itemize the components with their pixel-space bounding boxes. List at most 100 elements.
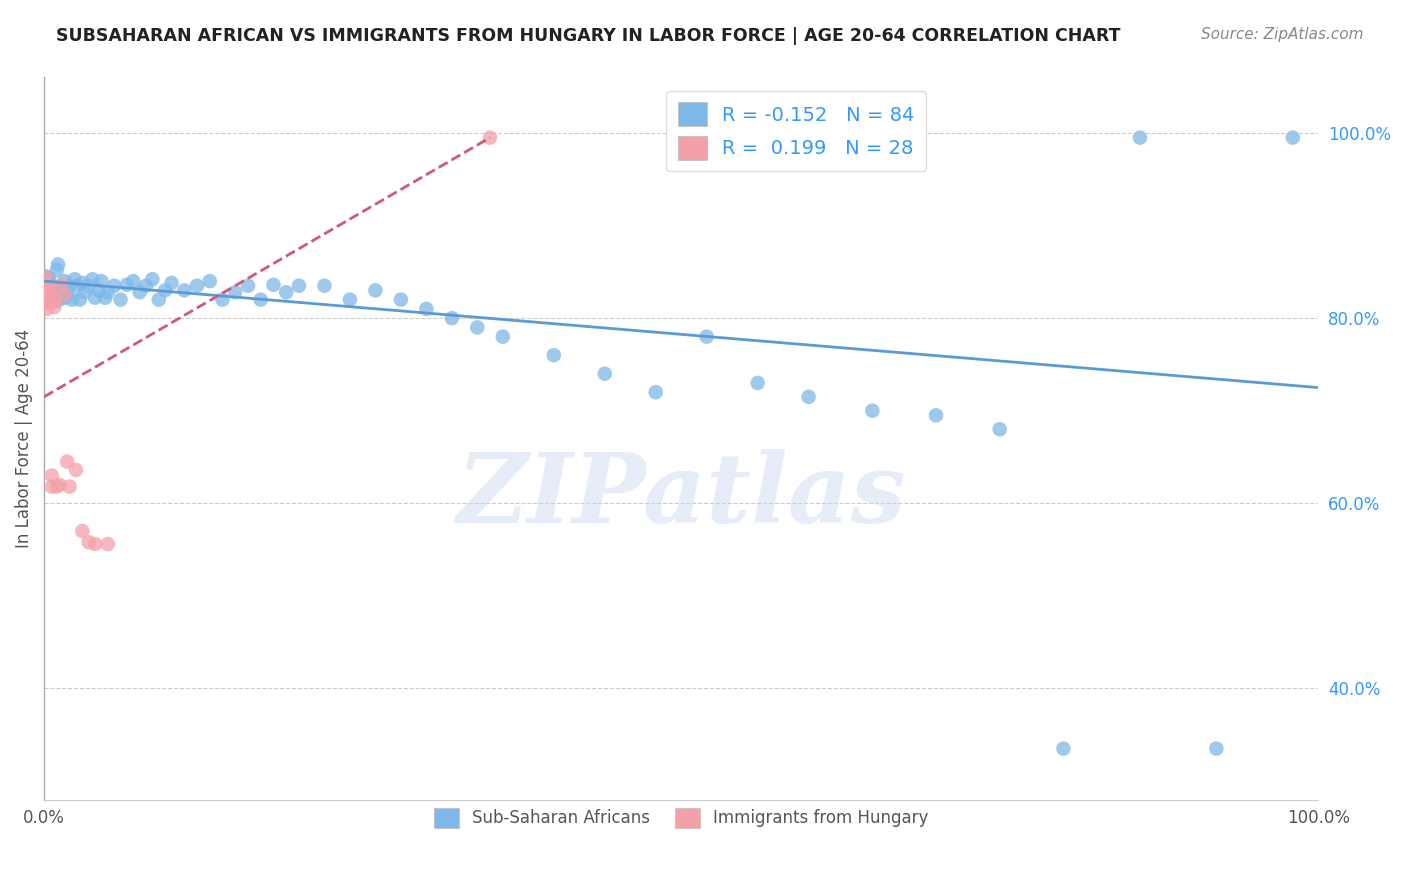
Point (63, 272, 86, 286)
Point (696, 329, 718, 343)
Point (45, 293, 67, 307)
Point (543, 348, 565, 362)
Point (747, 376, 769, 390)
Point (128, 285, 150, 300)
Point (41, 480, 63, 494)
Point (58, 278, 80, 293)
Point (644, 385, 666, 400)
Point (45, 294, 67, 309)
Point (122, 274, 145, 288)
Point (42, 285, 65, 299)
Text: Source: ZipAtlas.com: Source: ZipAtlas.com (1201, 27, 1364, 42)
Point (49, 278, 72, 293)
Point (39, 285, 62, 300)
Point (37, 278, 59, 293)
Point (110, 293, 132, 307)
Point (72, 276, 94, 290)
Point (925, 409, 948, 423)
Point (465, 320, 488, 334)
Point (415, 301, 437, 316)
Point (339, 293, 361, 307)
Point (35, 281, 58, 295)
Point (34, 276, 56, 290)
Point (211, 293, 233, 307)
Point (148, 293, 170, 307)
Point (44, 300, 66, 314)
Point (38, 277, 60, 291)
Point (82, 272, 104, 286)
Point (440, 311, 463, 326)
Point (262, 277, 284, 292)
Point (53, 288, 76, 302)
Point (45, 263, 67, 277)
Point (224, 285, 246, 300)
Point (34, 269, 56, 284)
Point (41, 468, 63, 483)
Point (37, 285, 59, 300)
Point (72, 524, 94, 538)
Point (173, 284, 195, 298)
Point (1052, 741, 1074, 756)
Point (45, 288, 67, 302)
Point (1205, 741, 1227, 756)
Point (41, 282, 63, 296)
Point (37, 288, 59, 302)
Point (77, 535, 100, 549)
Point (90, 274, 112, 288)
Point (276, 285, 298, 300)
Point (38, 284, 60, 298)
Point (38, 291, 60, 305)
Point (160, 276, 183, 290)
Point (60, 293, 83, 307)
Point (56, 285, 79, 300)
Point (492, 329, 515, 343)
Point (236, 278, 259, 293)
Point (66, 278, 89, 293)
Point (860, 403, 883, 417)
Point (46, 257, 69, 271)
Point (48, 477, 70, 491)
Point (55, 291, 77, 305)
Point (1129, 130, 1152, 145)
Point (479, 130, 502, 145)
Y-axis label: In Labor Force | Age 20-64: In Labor Force | Age 20-64 (15, 329, 32, 548)
Point (48, 293, 70, 307)
Text: SUBSAHARAN AFRICAN VS IMMIGRANTS FROM HUNGARY IN LABOR FORCE | AGE 20-64 CORRELA: SUBSAHARAN AFRICAN VS IMMIGRANTS FROM HU… (56, 27, 1121, 45)
Point (53, 274, 76, 288)
Point (35, 293, 58, 307)
Point (77, 278, 100, 293)
Point (51, 288, 73, 302)
Point (84, 291, 107, 305)
Point (38, 281, 60, 295)
Point (593, 367, 616, 381)
Point (97, 285, 120, 300)
Point (39, 296, 62, 310)
Point (45, 480, 67, 494)
Point (73, 285, 96, 300)
Point (34, 269, 56, 284)
Point (38, 270, 60, 285)
Point (364, 284, 387, 298)
Point (44, 293, 66, 307)
Point (42, 294, 65, 309)
Point (249, 293, 271, 307)
Point (97, 537, 120, 551)
Point (115, 277, 138, 292)
Point (186, 278, 208, 293)
Point (69, 293, 91, 307)
Point (797, 390, 820, 404)
Point (94, 291, 117, 305)
Point (389, 293, 412, 307)
Point (288, 278, 311, 293)
Point (39, 287, 62, 301)
Point (42, 291, 65, 305)
Point (103, 278, 125, 293)
Point (1281, 130, 1303, 145)
Point (35, 274, 58, 288)
Point (52, 284, 75, 298)
Point (44, 286, 66, 301)
Point (87, 284, 110, 298)
Point (198, 274, 221, 288)
Point (56, 455, 79, 469)
Point (51, 277, 73, 292)
